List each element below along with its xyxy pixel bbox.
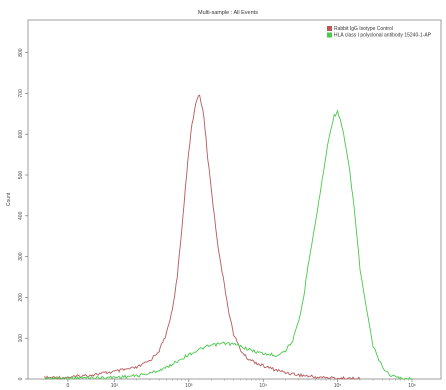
series-line-2 (44, 109, 412, 380)
y-tick-label: 200 (18, 293, 24, 302)
series-group (44, 94, 412, 381)
x-tick-label: 10³ (185, 383, 193, 389)
x-axis: 0 10² 10³ 10⁴ 10⁵ 10⁶ (67, 379, 416, 389)
x-tick-label: 0 (67, 383, 70, 389)
plot-frame (27, 19, 442, 380)
y-tick-label: 700 (18, 89, 24, 98)
chart-title: Multi-sample : All Events (198, 10, 258, 16)
x-tick-label: 10⁶ (408, 383, 416, 389)
series-line-1 (44, 94, 361, 381)
legend-swatch (327, 26, 332, 31)
legend-label: Rabbit IgG Isotype Control (334, 26, 393, 32)
y-axis: 0 100 200 300 400 500 600 700 800 (18, 48, 28, 380)
y-axis-label: Count (6, 192, 12, 206)
legend-label: HLA class I polyclonal antibody 15240-1-… (334, 33, 432, 39)
y-tick-label: 800 (18, 48, 24, 57)
legend-swatch (327, 32, 332, 38)
x-tick-label: 10⁴ (259, 383, 267, 389)
y-tick-label: 300 (18, 252, 24, 261)
y-tick-label: 600 (18, 130, 24, 139)
y-tick-label: 0 (18, 377, 24, 380)
y-tick-label: 400 (18, 211, 24, 220)
y-tick-label: 100 (18, 334, 24, 343)
x-tick-label: 10² (111, 383, 119, 389)
x-tick-label: 10⁵ (334, 383, 342, 389)
y-tick-label: 500 (18, 171, 24, 180)
